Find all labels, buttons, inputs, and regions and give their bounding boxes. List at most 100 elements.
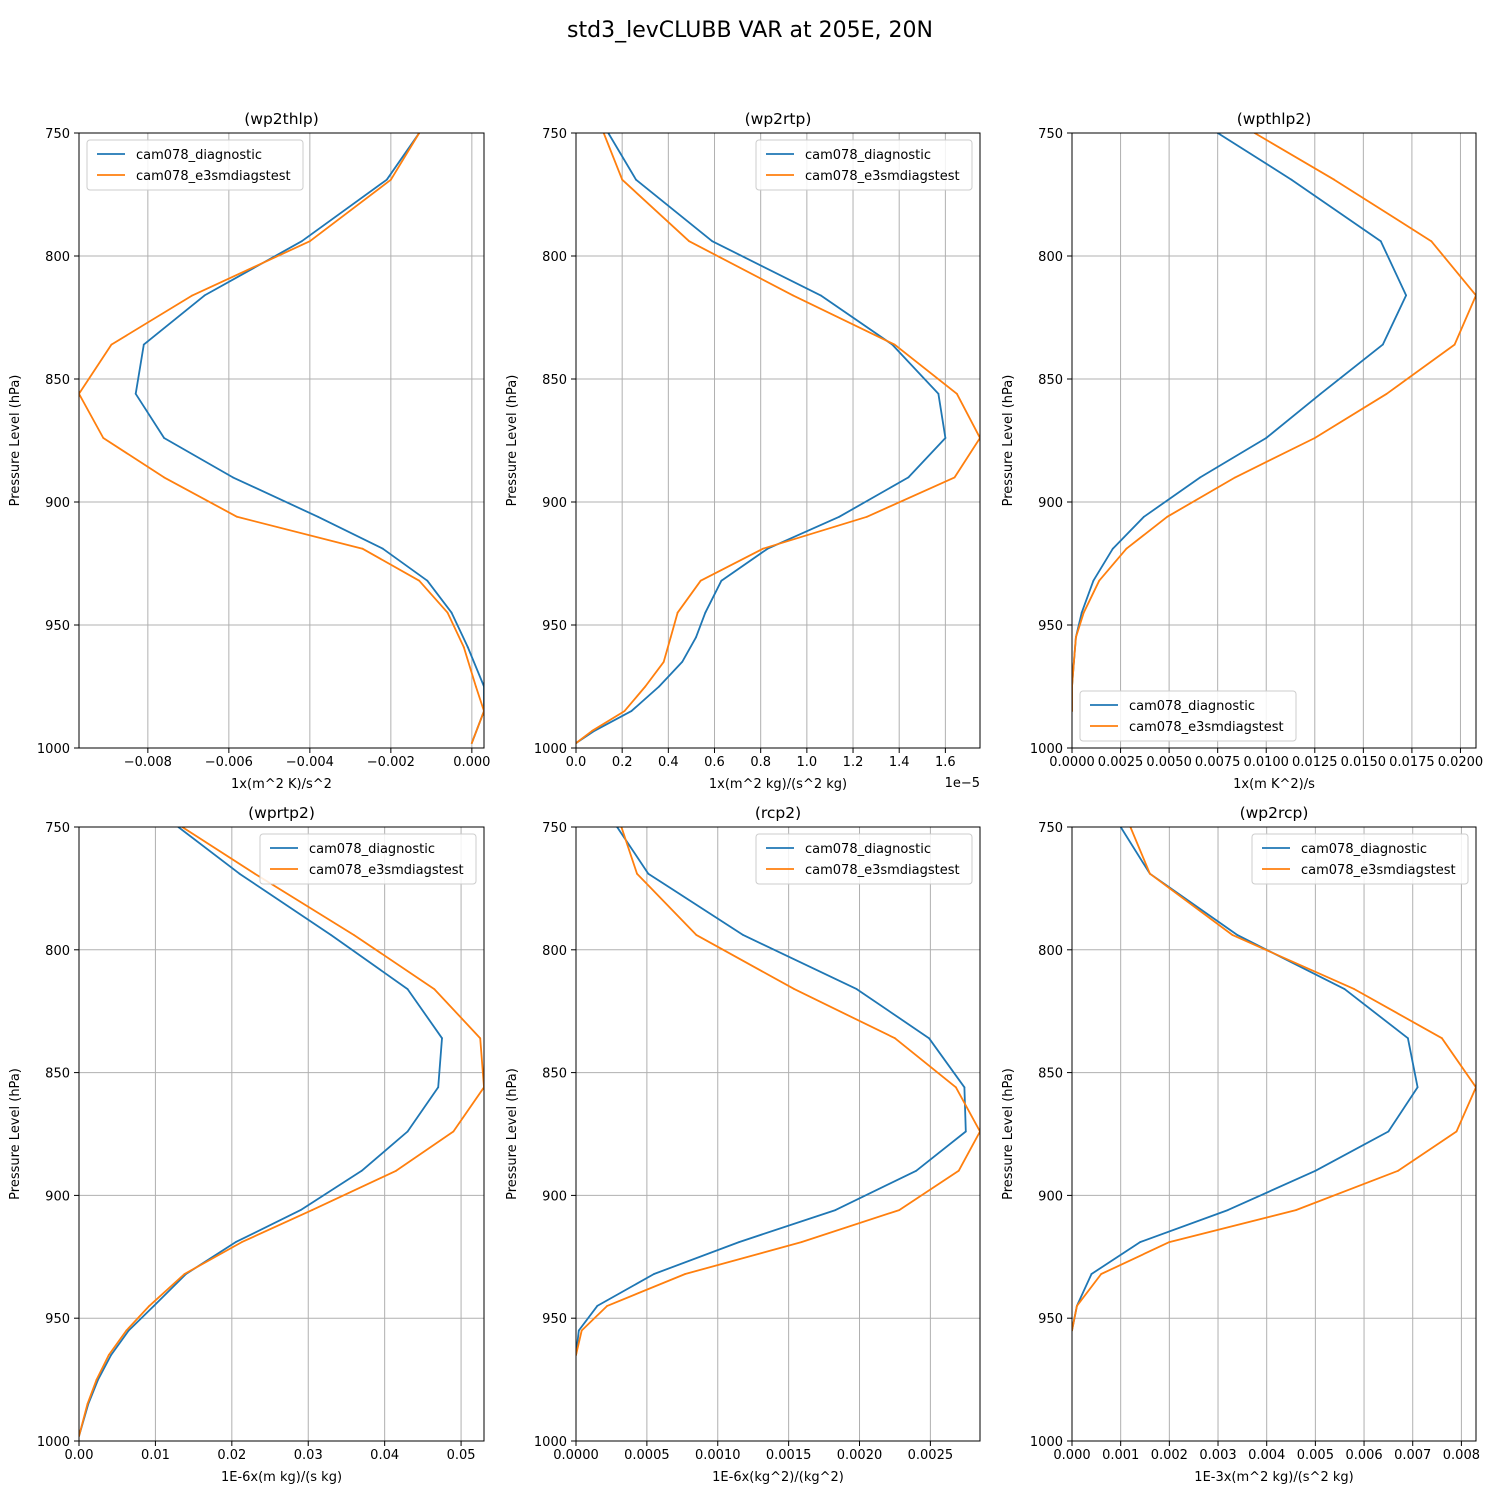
y-tick-label: 1000 — [534, 742, 567, 757]
subplot-title: (wp2rtp) — [745, 110, 812, 128]
y-tick-label: 800 — [542, 250, 567, 265]
data-point-cam078_diagnostic — [704, 611, 707, 614]
series-line-cam078_diagnostic — [1072, 827, 1419, 1331]
data-point-cam078_e3smdiagstest — [1100, 1273, 1103, 1275]
x-tick-label: 0.4 — [658, 755, 679, 770]
legend-label: cam078_diagnostic — [136, 148, 262, 163]
data-point-cam078_e3smdiagstest — [1430, 240, 1433, 243]
legend: cam078_diagnostic cam078_e3smdiagstest — [755, 833, 973, 885]
data-point-cam078_diagnostic — [653, 1273, 655, 1275]
data-point-cam078_e3smdiagstest — [1313, 437, 1316, 439]
legend-frame — [755, 833, 973, 885]
data-point-cam078_diagnostic — [300, 240, 303, 243]
data-point-cam078_diagnostic — [360, 1169, 363, 1172]
data-point-cam078_diagnostic — [1090, 1273, 1093, 1275]
data-point-cam078_e3smdiagstest — [684, 1273, 687, 1275]
legend-label: cam078_diagnostic — [1129, 699, 1255, 714]
data-point-cam078_e3smdiagstest — [1397, 1169, 1399, 1172]
x-tick-label: 0.03 — [294, 1448, 323, 1463]
x-tick-label: 0.2 — [612, 755, 633, 770]
x-tick-label: 0.0025 — [1098, 755, 1144, 770]
x-tick-label: 0.005 — [1297, 1448, 1334, 1463]
data-point-cam078_e3smdiagstest — [894, 1037, 896, 1040]
data-point-cam078_diagnostic — [1314, 1169, 1317, 1172]
x-axis-label: 1x(m K^2)/s — [1233, 777, 1315, 792]
panel-wpthlp2: 0.0000 0.0025 0.0050 0.0075 0.0100 0.0125 0.01… — [1001, 110, 1483, 792]
data-point-cam078_e3smdiagstest — [1073, 661, 1075, 663]
data-point-cam078_e3smdiagstest — [253, 872, 256, 875]
x-tick-label: 0.0020 — [837, 1448, 883, 1463]
legend-frame — [86, 139, 304, 191]
data-point-cam078_e3smdiagstest — [311, 1209, 313, 1211]
y-axis-label: Pressure Level (hPa) — [8, 375, 23, 507]
data-point-cam078_e3smdiagstest — [1453, 343, 1456, 346]
data-point-cam078_diagnostic — [381, 547, 384, 550]
data-point-cam078_diagnostic — [855, 988, 858, 990]
x-tick-label: 0.8 — [750, 755, 771, 770]
data-point-cam078_diagnostic — [1265, 437, 1268, 439]
y-tick-label: 850 — [1038, 373, 1063, 388]
y-tick-label: 850 — [45, 373, 70, 388]
x-tick-label: 1.6 — [935, 755, 956, 770]
data-point-cam078_e3smdiagstest — [623, 710, 626, 712]
axes-frame — [575, 826, 981, 1442]
x-tick-label: 1.0 — [797, 755, 818, 770]
data-point-cam078_e3smdiagstest — [953, 476, 956, 479]
y-tick-label: 750 — [45, 821, 70, 836]
subplot-grid: −0.008 −0.006 −0.004 −0.002 0.000 750 800 850 90… — [8, 110, 1483, 1485]
y-tick-label: 950 — [45, 1312, 70, 1327]
data-point-cam078_e3smdiagstest — [695, 934, 698, 936]
x-tick-label: 0.0015 — [766, 1448, 812, 1463]
x-tick-label: 0.0000 — [553, 1448, 599, 1463]
data-point-cam078_diagnostic — [720, 579, 723, 582]
data-point-cam078_e3smdiagstest — [390, 178, 392, 181]
y-tick-label: 1000 — [1030, 742, 1063, 757]
series-line-cam078_diagnostic — [1072, 133, 1407, 712]
data-point-cam078_e3smdiagstest — [800, 1241, 803, 1243]
data-point-cam078_diagnostic — [681, 661, 684, 663]
data-point-cam078_diagnostic — [838, 515, 841, 518]
data-point-cam078_diagnostic — [1139, 1241, 1141, 1243]
x-tick-label: 1.2 — [843, 755, 864, 770]
data-point-cam078_e3smdiagstest — [110, 343, 113, 346]
axes-frame — [1071, 826, 1477, 1442]
data-point-cam078_e3smdiagstest — [125, 1329, 128, 1332]
data-point-cam078_e3smdiagstest — [86, 1403, 89, 1406]
data-point-cam078_diagnostic — [441, 1037, 443, 1040]
data-point-cam078_diagnostic — [153, 1305, 155, 1307]
y-tick-label: 1000 — [1030, 1435, 1063, 1450]
data-point-cam078_diagnostic — [635, 178, 637, 181]
data-point-cam078_e3smdiagstest — [1353, 988, 1356, 990]
x-axis-label: 1x(m^2 kg)/(s^2 kg) — [709, 777, 847, 792]
data-point-cam078_e3smdiagstest — [688, 240, 690, 243]
x-axis-label: 1E-6x(kg^2)/(kg^2) — [712, 1470, 844, 1485]
data-point-cam078_e3smdiagstest — [1385, 392, 1388, 395]
data-point-cam078_diagnostic — [1319, 392, 1322, 395]
panel-wprtp2: 0.00 0.01 0.02 0.03 0.04 0.05 750 800 850 900 950 1… — [8, 804, 485, 1485]
data-point-cam078_e3smdiagstest — [792, 294, 794, 297]
data-point-cam078_e3smdiagstest — [1441, 1037, 1443, 1040]
y-tick-label: 1000 — [37, 742, 70, 757]
legend: cam078_diagnostic cam078_e3smdiagstest — [259, 833, 477, 885]
data-point-cam078_e3smdiagstest — [361, 547, 364, 550]
y-tick-label: 800 — [1038, 944, 1063, 959]
y-tick-label: 1000 — [534, 1435, 567, 1450]
data-point-cam078_e3smdiagstest — [956, 392, 958, 395]
data-point-cam078_diagnostic — [1080, 611, 1083, 614]
y-tick-label: 950 — [542, 619, 567, 634]
y-tick-label: 750 — [542, 821, 567, 836]
x-tick-label: 0.007 — [1394, 1448, 1431, 1463]
data-point-cam078_diagnostic — [915, 1169, 918, 1172]
data-point-cam078_diagnostic — [406, 988, 409, 990]
data-point-cam078_e3smdiagstest — [669, 636, 672, 639]
x-tick-label: 0.0150 — [1341, 755, 1387, 770]
x-tick-label: 0.04 — [370, 1448, 399, 1463]
data-point-cam078_e3smdiagstest — [479, 1037, 482, 1040]
y-tick-label: 800 — [542, 944, 567, 959]
data-point-cam078_diagnostic — [1143, 515, 1145, 518]
data-point-cam078_diagnostic — [406, 1130, 409, 1133]
figure-title: std3_levCLUBB VAR at 205E, 20N — [567, 18, 933, 43]
data-point-cam078_diagnostic — [577, 1329, 580, 1332]
data-point-cam078_e3smdiagstest — [1082, 611, 1085, 614]
